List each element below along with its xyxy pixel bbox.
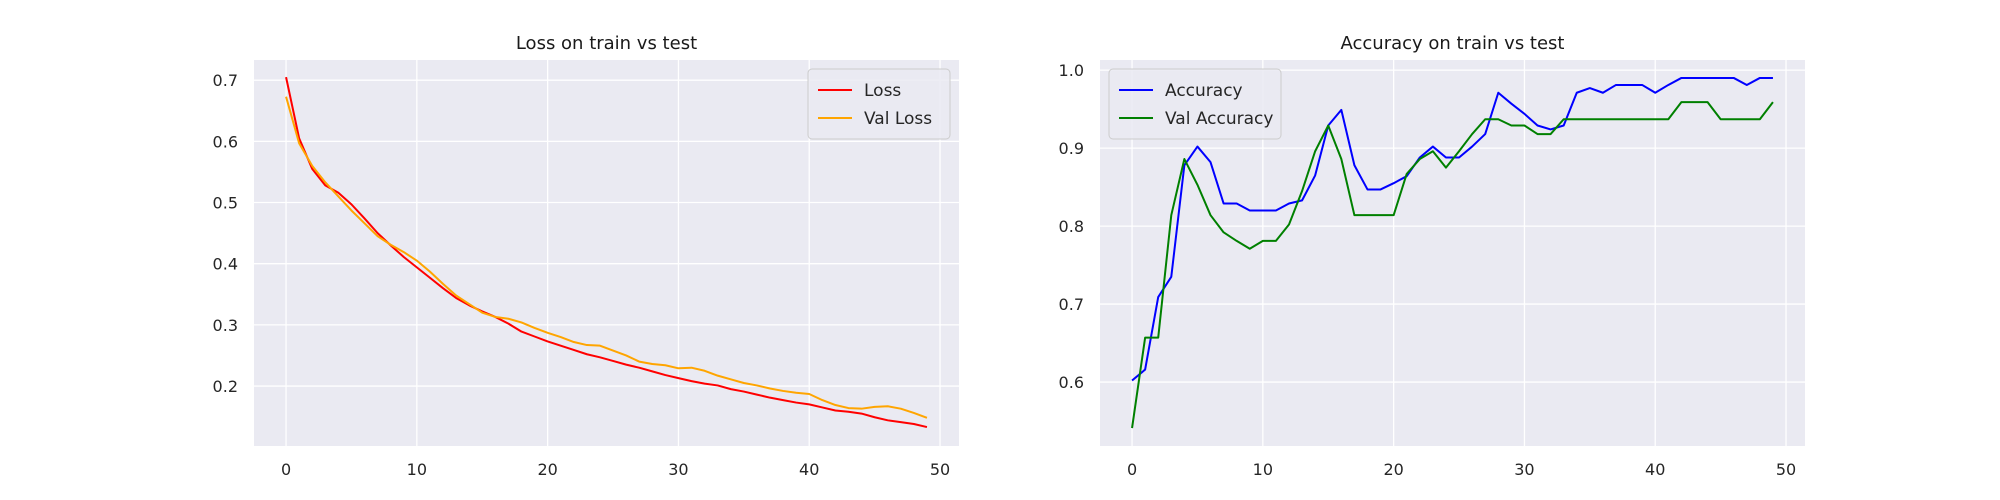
legend: Accuracy Val Accuracy <box>1108 68 1282 140</box>
y-tick-label: 0.7 <box>213 71 238 90</box>
x-tick-label: 10 <box>407 460 427 479</box>
y-tick-label: 0.8 <box>1059 217 1084 236</box>
x-tick-labels: 0 10 20 30 40 50 <box>1127 460 1796 479</box>
legend-label-val-loss: Val Loss <box>864 109 932 129</box>
y-tick-label: 0.6 <box>213 132 238 151</box>
x-tick-label: 50 <box>930 460 950 479</box>
x-tick-label: 20 <box>1383 460 1403 479</box>
y-tick-label: 0.9 <box>1059 139 1084 158</box>
series-line-val-loss <box>285 96 928 419</box>
x-tick-label: 40 <box>1645 460 1665 479</box>
x-tick-label: 0 <box>281 460 291 479</box>
legend: Loss Val Loss <box>807 68 951 140</box>
y-tick-label: 0.5 <box>213 194 238 213</box>
x-tick-label: 30 <box>668 460 688 479</box>
series-line-val-accuracy <box>1131 101 1774 429</box>
chart-title: Accuracy on train vs test <box>1341 33 1565 54</box>
x-tick-label: 30 <box>1514 460 1534 479</box>
legend-label-loss: Loss <box>864 81 901 101</box>
series-line-loss <box>285 76 928 429</box>
y-tick-labels: 0.2 0.3 0.4 0.5 0.6 0.7 <box>213 71 238 396</box>
y-tick-labels: 0.6 0.7 0.8 0.9 1.0 <box>1059 61 1084 392</box>
series-line-accuracy <box>1131 76 1773 382</box>
legend-label-val-accuracy: Val Accuracy <box>1165 109 1273 129</box>
y-tick-label: 0.2 <box>213 377 238 396</box>
legend-box <box>807 68 951 140</box>
x-tick-labels: 0 10 20 30 40 50 <box>281 460 950 479</box>
accuracy-chart: 0 10 20 30 40 50 0.6 0.7 0.8 0.9 1.0 Accuracy on tr… <box>1059 33 1805 479</box>
y-tick-label: 0.6 <box>1059 373 1084 392</box>
gridlines <box>254 60 959 446</box>
y-tick-label: 0.7 <box>1059 295 1084 314</box>
legend-label-accuracy: Accuracy <box>1165 81 1243 101</box>
loss-chart: 0 10 20 30 40 50 0.2 0.3 0.4 0.5 0.6 0.7 Loss on tra… <box>213 33 959 479</box>
x-tick-label: 50 <box>1776 460 1796 479</box>
legend-box <box>1108 68 1282 140</box>
x-tick-label: 10 <box>1253 460 1273 479</box>
x-tick-label: 40 <box>799 460 819 479</box>
y-tick-label: 0.4 <box>213 255 238 274</box>
x-tick-label: 20 <box>537 460 557 479</box>
y-tick-label: 1.0 <box>1059 61 1084 80</box>
y-tick-label: 0.3 <box>213 316 238 335</box>
chart-title: Loss on train vs test <box>516 33 697 54</box>
x-tick-label: 0 <box>1127 460 1137 479</box>
